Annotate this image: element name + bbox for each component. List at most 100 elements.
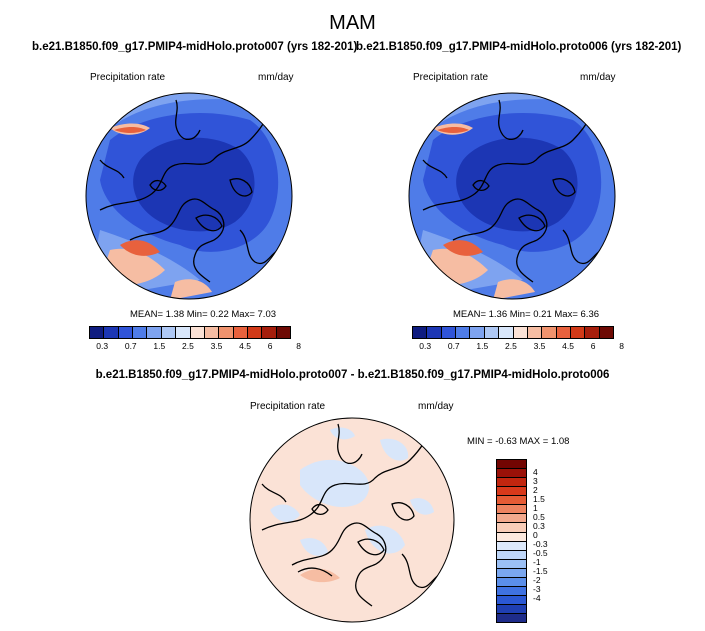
colorbar-box xyxy=(497,605,526,615)
colorbar-box xyxy=(556,327,571,338)
colorbar-box xyxy=(497,577,526,587)
colorbar-box xyxy=(599,327,614,338)
diff-coastlines xyxy=(261,423,441,607)
diff-stats: MIN = -0.63 MAX = 1.08 xyxy=(467,436,570,447)
colorbar-label: 1.5 xyxy=(533,493,545,504)
colorbar-box xyxy=(427,327,442,338)
colorbar-box xyxy=(497,478,526,488)
figure-title: MAM xyxy=(329,12,376,34)
colorbar-box xyxy=(104,327,119,338)
colorbar-box xyxy=(497,523,526,533)
diff-colorbar xyxy=(496,459,527,623)
colorbar-box xyxy=(456,327,471,338)
colorbar-box xyxy=(470,327,485,338)
colorbar-label: -1.5 xyxy=(533,565,548,576)
panel-a-colorbar xyxy=(89,326,291,339)
colorbar-box xyxy=(147,327,162,338)
colorbar-box xyxy=(497,614,526,623)
colorbar-label: -0.5 xyxy=(533,547,548,558)
colorbar-box xyxy=(262,327,277,338)
colorbar-box xyxy=(497,532,526,542)
colorbar-box xyxy=(497,559,526,569)
colorbar-box xyxy=(585,327,600,338)
colorbar-box xyxy=(118,327,134,338)
colorbar-label: 8 xyxy=(619,341,625,351)
colorbar-label: -1 xyxy=(533,556,541,567)
diff-title: b.e21.B1850.f09_g17.PMIP4-midHolo.proto0… xyxy=(95,369,610,381)
colorbar-box xyxy=(219,327,234,338)
colorbar-label: 3.5 xyxy=(210,341,223,351)
colorbar-label: 3 xyxy=(533,475,538,486)
colorbar-label: 1 xyxy=(533,502,538,513)
colorbar-label: 2.5 xyxy=(182,341,194,351)
colorbar-box xyxy=(133,327,148,338)
colorbar-label: 4.5 xyxy=(239,341,251,351)
colorbar-box xyxy=(497,487,526,497)
colorbar-box xyxy=(497,568,526,578)
panel-a-stats: MEAN= 1.38 Min= 0.22 Max= 7.03 xyxy=(130,309,277,320)
colorbar-label: 8 xyxy=(296,341,302,351)
colorbar-box xyxy=(190,327,205,338)
colorbar-label: 0.7 xyxy=(447,341,460,351)
colorbar-box xyxy=(247,327,263,338)
colorbar-box xyxy=(484,327,500,338)
colorbar-label: 0.5 xyxy=(533,511,545,522)
colorbar-box xyxy=(441,327,457,338)
colorbar-label: 3.5 xyxy=(533,341,546,351)
panel-a-variable: Precipitation rate xyxy=(90,72,166,83)
colorbar-label: 1.5 xyxy=(153,341,166,351)
colorbar-box xyxy=(176,327,191,338)
colorbar-box xyxy=(90,327,105,338)
case-b-title: b.e21.B1850.f09_g17.PMIP4-midHolo.proto0… xyxy=(356,41,682,53)
colorbar-box xyxy=(233,327,248,338)
colorbar-box xyxy=(161,327,177,338)
colorbar-box xyxy=(413,327,428,338)
case-a-title: b.e21.B1850.f09_g17.PMIP4-midHolo.proto0… xyxy=(32,41,358,53)
colorbar-box xyxy=(497,505,526,515)
colorbar-box xyxy=(513,327,528,338)
colorbar-box xyxy=(497,541,526,551)
colorbar-box xyxy=(542,327,557,338)
colorbar-box xyxy=(497,595,526,605)
colorbar-label: -3 xyxy=(533,583,541,594)
diff-units: mm/day xyxy=(418,401,454,412)
colorbar-label: 4.5 xyxy=(562,341,574,351)
panel-b-coastlines xyxy=(422,99,602,283)
panel-b-units: mm/day xyxy=(580,72,616,83)
colorbar-box xyxy=(499,327,514,338)
colorbar-box xyxy=(497,586,526,596)
colorbar-label: -0.3 xyxy=(533,538,548,549)
colorbar-label: 4 xyxy=(533,466,538,477)
diff-field xyxy=(250,418,454,622)
panel-b-variable: Precipitation rate xyxy=(413,72,489,83)
colorbar-label: 2 xyxy=(533,484,538,495)
colorbar-box xyxy=(497,514,526,524)
colorbar-label: 1.5 xyxy=(476,341,489,351)
panel-b-colorbar xyxy=(412,326,614,339)
colorbar-label: -2 xyxy=(533,574,541,585)
colorbar-box xyxy=(570,327,586,338)
colorbar-label: 0 xyxy=(533,529,538,540)
panel-a-coastlines xyxy=(99,99,279,283)
colorbar-box xyxy=(276,327,291,338)
colorbar-box xyxy=(497,469,526,479)
colorbar-label: 6 xyxy=(590,341,596,351)
colorbar-label: 0.7 xyxy=(124,341,137,351)
colorbar-label: -4 xyxy=(533,592,541,603)
colorbar-box xyxy=(497,460,526,470)
panel-b-stats: MEAN= 1.36 Min= 0.21 Max= 6.36 xyxy=(453,309,600,320)
colorbar-box xyxy=(527,327,543,338)
colorbar-box xyxy=(497,496,526,506)
colorbar-box xyxy=(497,550,526,560)
colorbar-box xyxy=(204,327,220,338)
colorbar-label: 0.3 xyxy=(419,341,432,351)
colorbar-label: 0.3 xyxy=(533,520,545,531)
diff-variable: Precipitation rate xyxy=(250,401,326,412)
colorbar-label: 6 xyxy=(267,341,273,351)
colorbar-label: 0.3 xyxy=(96,341,109,351)
panel-b-field xyxy=(409,93,615,299)
panel-a-units: mm/day xyxy=(258,72,294,83)
